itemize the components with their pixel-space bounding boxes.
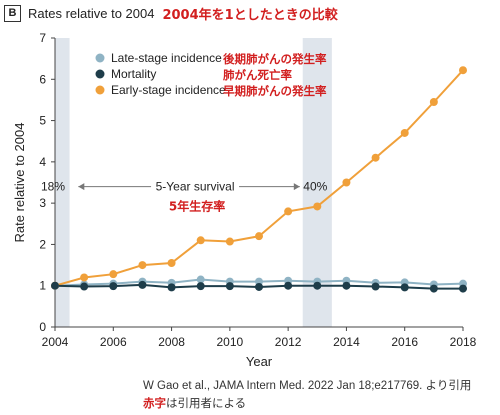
series-2-point xyxy=(255,282,263,291)
series-lines xyxy=(54,69,464,290)
legend-label-ja-2: 肺がん死亡率 xyxy=(223,68,292,82)
y-tick-label: 3 xyxy=(39,196,46,210)
legend-label-2: Mortality xyxy=(111,67,156,81)
series-3-point xyxy=(255,232,263,241)
x-tick-label: 2010 xyxy=(217,335,244,349)
series-2-point xyxy=(371,282,380,291)
series-3-point xyxy=(342,178,351,187)
annotations: 18% 40% 5-Year survival 5年生存率 xyxy=(41,180,328,214)
series-2-point xyxy=(429,284,438,293)
arrowhead-right xyxy=(293,183,300,191)
series-2-point xyxy=(284,281,293,290)
note-rest-text: は引用者による xyxy=(166,396,247,410)
series-2-point xyxy=(459,284,467,293)
citation-note: 赤字は引用者による xyxy=(143,395,246,411)
survival-2004-label: 18% xyxy=(41,180,65,194)
legend-marker-1 xyxy=(95,53,105,63)
chart-title-ja: 2004年を1としたときの比較 xyxy=(162,7,338,23)
x-tick-label: 2006 xyxy=(100,335,127,349)
x-tick-label: 2008 xyxy=(158,335,185,349)
series-2-point xyxy=(109,282,118,291)
x-tick-label: 2012 xyxy=(275,335,302,349)
y-axis-label: Rate relative to 2004 xyxy=(12,123,27,243)
ticks: 0 1 2 3 4 5 6 7 2004 2006 2008 2010 2012 2014 2016 2018… xyxy=(12,31,477,369)
shaded-region-1 xyxy=(55,38,70,327)
survival-annotation: 5-Year survival xyxy=(156,180,235,194)
series-3-point xyxy=(196,236,205,245)
series-2-point xyxy=(196,282,205,291)
note-red-text: 赤字 xyxy=(143,396,166,410)
y-tick-label: 6 xyxy=(39,72,46,86)
series-2-point xyxy=(342,281,351,290)
series-2-point xyxy=(313,281,322,290)
y-tick-label: 1 xyxy=(39,279,46,293)
series-2-point xyxy=(400,283,409,292)
series-3-point xyxy=(167,259,176,268)
arrowhead-left xyxy=(78,183,85,191)
x-tick-label: 2018 xyxy=(450,335,477,349)
series-2-point xyxy=(225,282,234,291)
line-chart: 0 1 2 3 4 5 6 7 2004 2006 2008 2010 2012 2014 2016 2018… xyxy=(12,31,477,369)
x-axis-label: Year xyxy=(246,354,273,369)
series-3-point xyxy=(80,273,89,282)
series-3-point xyxy=(400,128,409,137)
series-3-point xyxy=(313,202,322,211)
series-2-point xyxy=(138,280,147,289)
source-citation: W Gao et al., JAMA Intern Med. 2022 Jan … xyxy=(143,380,472,392)
legend-label-ja-1: 後期肺がんの発生率 xyxy=(223,52,327,66)
y-tick-label: 4 xyxy=(39,155,46,169)
axes xyxy=(54,38,463,328)
legend-label-ja-3: 早期肺がんの発生率 xyxy=(223,84,327,98)
survival-annotation-ja: 5年生存率 xyxy=(169,199,225,214)
x-tick-label: 2014 xyxy=(333,335,360,349)
panel-label: B xyxy=(4,4,21,22)
y-tick-label: 2 xyxy=(39,237,46,251)
legend-marker-2 xyxy=(95,69,105,79)
legend-marker-3 xyxy=(95,85,105,95)
series-3-point xyxy=(459,66,467,75)
series-3-point xyxy=(284,207,293,216)
legend-label-1: Late-stage incidence xyxy=(111,51,222,65)
y-tick-label: 7 xyxy=(39,31,46,45)
series-line-3 xyxy=(54,69,464,287)
survival-2013-label: 40% xyxy=(303,180,327,194)
series-3-point xyxy=(225,237,234,246)
legend: Late-stage incidence 後期肺がんの発生率 Mortality 肺が… xyxy=(95,51,327,98)
series-2-point xyxy=(167,283,176,292)
series-2-point xyxy=(80,282,89,291)
chart-header: B Rates relative to 2004 2004年を1としたときの比較 xyxy=(4,3,338,23)
y-tick-label: 0 xyxy=(39,320,46,334)
series-1-point xyxy=(196,275,205,284)
series-3-point xyxy=(371,153,380,162)
x-tick-label: 2016 xyxy=(391,335,418,349)
series-3-point xyxy=(109,270,118,279)
x-tick-label: 2004 xyxy=(42,335,69,349)
series-3-point xyxy=(138,261,147,270)
series-2-point xyxy=(51,281,59,290)
y-tick-label: 5 xyxy=(39,114,46,128)
chart-title: Rates relative to 2004 xyxy=(28,5,155,21)
series-3-point xyxy=(429,97,438,106)
legend-label-3: Early-stage incidence xyxy=(111,83,226,97)
series-points xyxy=(51,66,467,293)
